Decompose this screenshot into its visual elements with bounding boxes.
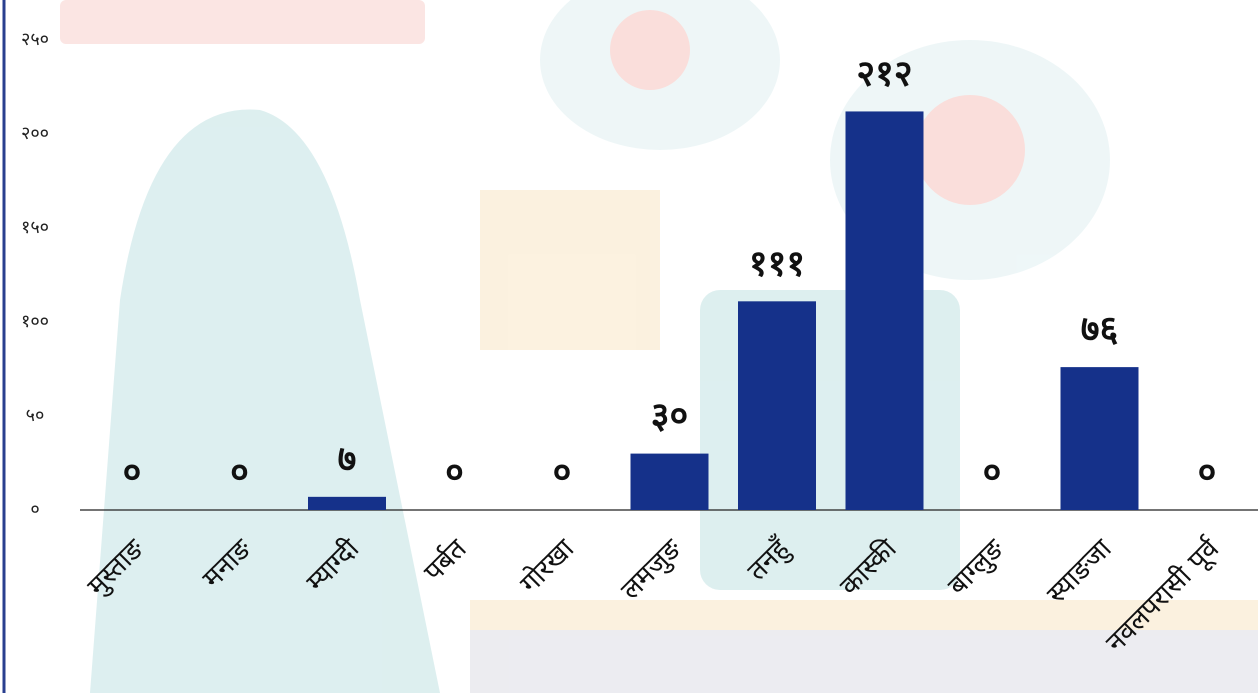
y-tick-label: ० xyxy=(30,499,39,520)
y-tick-label: १०० xyxy=(21,311,49,332)
x-tick-label: लमजुङ xyxy=(615,533,689,607)
bar xyxy=(845,111,924,510)
bar xyxy=(738,301,816,510)
value-label: ७६ xyxy=(1081,309,1118,350)
y-tick-label: २०० xyxy=(21,123,49,144)
x-tick-label: स्याङजा xyxy=(1041,533,1118,610)
value-label: २१२ xyxy=(856,53,912,94)
y-tick-label: १५० xyxy=(21,217,49,238)
bar xyxy=(630,453,709,510)
value-label: १११ xyxy=(749,243,805,284)
x-tick-label: गोरखा xyxy=(514,532,581,599)
value-label: ० xyxy=(983,452,1002,493)
bar xyxy=(1060,367,1139,510)
value-label: ० xyxy=(445,452,464,493)
y-tick-label: ५० xyxy=(26,405,45,426)
value-label: ३० xyxy=(651,396,688,437)
x-tick-label: पर्बत xyxy=(417,532,473,588)
value-label: ० xyxy=(123,452,142,493)
value-label: ० xyxy=(553,452,572,493)
value-label: ० xyxy=(230,452,249,493)
bar xyxy=(308,496,386,510)
value-label: ० xyxy=(1198,452,1217,493)
y-tick-label: २५० xyxy=(21,29,49,50)
value-label: ७ xyxy=(338,439,357,480)
